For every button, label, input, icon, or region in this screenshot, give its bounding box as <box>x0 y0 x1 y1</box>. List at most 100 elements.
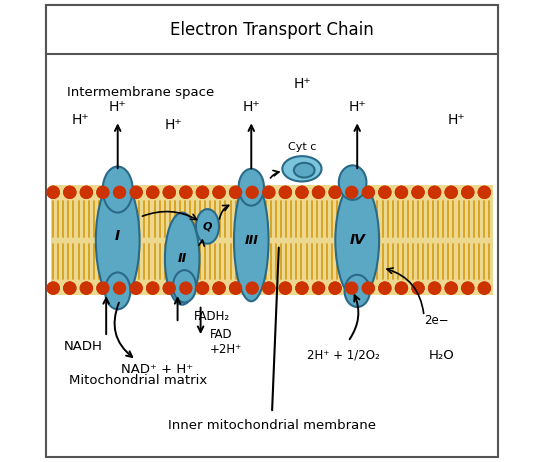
Circle shape <box>130 186 142 198</box>
Ellipse shape <box>173 270 196 303</box>
Text: III: III <box>244 234 258 247</box>
Circle shape <box>429 186 441 198</box>
Circle shape <box>81 282 92 294</box>
Circle shape <box>445 282 457 294</box>
Circle shape <box>296 282 308 294</box>
Text: H⁺: H⁺ <box>72 114 90 128</box>
Circle shape <box>429 282 441 294</box>
Circle shape <box>246 186 258 198</box>
Circle shape <box>263 186 275 198</box>
Circle shape <box>213 186 225 198</box>
Circle shape <box>462 186 474 198</box>
Circle shape <box>97 282 109 294</box>
Text: II: II <box>177 252 187 265</box>
Circle shape <box>478 186 490 198</box>
Text: Q: Q <box>203 221 212 231</box>
Circle shape <box>280 282 292 294</box>
Text: H⁺: H⁺ <box>447 114 465 128</box>
Circle shape <box>379 186 391 198</box>
Ellipse shape <box>96 178 140 303</box>
Circle shape <box>313 186 325 198</box>
Circle shape <box>412 282 424 294</box>
Circle shape <box>296 186 308 198</box>
Bar <box>51 185 493 296</box>
Text: Mitochondrial matrix: Mitochondrial matrix <box>69 374 208 387</box>
Circle shape <box>230 186 242 198</box>
Circle shape <box>163 186 175 198</box>
Circle shape <box>329 282 341 294</box>
Text: Inner mitochondrial membrane: Inner mitochondrial membrane <box>168 419 376 432</box>
Circle shape <box>345 186 357 198</box>
Circle shape <box>213 282 225 294</box>
Circle shape <box>412 186 424 198</box>
Circle shape <box>345 282 357 294</box>
Circle shape <box>263 282 275 294</box>
Circle shape <box>47 282 59 294</box>
Circle shape <box>230 282 242 294</box>
Circle shape <box>230 186 242 198</box>
Circle shape <box>395 282 407 294</box>
Circle shape <box>296 186 308 198</box>
Circle shape <box>412 282 424 294</box>
Circle shape <box>64 282 76 294</box>
Text: H⁺: H⁺ <box>164 118 182 132</box>
Circle shape <box>462 282 474 294</box>
Circle shape <box>180 186 192 198</box>
Circle shape <box>345 186 357 198</box>
Circle shape <box>147 282 159 294</box>
Circle shape <box>329 186 341 198</box>
Ellipse shape <box>239 169 264 206</box>
Circle shape <box>478 282 490 294</box>
Circle shape <box>130 282 142 294</box>
Circle shape <box>445 186 457 198</box>
Text: NADH: NADH <box>64 340 103 353</box>
Ellipse shape <box>294 163 314 177</box>
Ellipse shape <box>196 209 219 243</box>
Circle shape <box>263 186 275 198</box>
Circle shape <box>213 282 225 294</box>
Circle shape <box>362 282 374 294</box>
Circle shape <box>246 282 258 294</box>
Circle shape <box>196 282 208 294</box>
Text: H₂O: H₂O <box>429 349 454 362</box>
Circle shape <box>180 282 192 294</box>
Circle shape <box>313 282 325 294</box>
Circle shape <box>395 186 407 198</box>
Circle shape <box>97 186 109 198</box>
Ellipse shape <box>234 179 269 301</box>
Circle shape <box>429 282 441 294</box>
Circle shape <box>379 282 391 294</box>
Circle shape <box>296 282 308 294</box>
Text: Intermembrane space: Intermembrane space <box>67 86 214 99</box>
Circle shape <box>81 186 92 198</box>
Bar <box>46 5 498 54</box>
Text: H⁺: H⁺ <box>348 100 366 114</box>
Circle shape <box>395 186 407 198</box>
Circle shape <box>147 186 159 198</box>
Text: H⁺: H⁺ <box>109 100 127 114</box>
Circle shape <box>280 186 292 198</box>
Ellipse shape <box>282 156 322 182</box>
Circle shape <box>429 186 441 198</box>
Circle shape <box>263 282 275 294</box>
Text: H⁺: H⁺ <box>293 77 311 91</box>
Circle shape <box>445 282 457 294</box>
Circle shape <box>280 186 292 198</box>
Circle shape <box>462 282 474 294</box>
Circle shape <box>280 282 292 294</box>
Circle shape <box>246 186 258 198</box>
Ellipse shape <box>105 273 131 309</box>
Ellipse shape <box>344 275 370 307</box>
Circle shape <box>478 186 490 198</box>
Circle shape <box>147 282 159 294</box>
Text: Cyt c: Cyt c <box>288 142 316 152</box>
Text: NAD⁺ + H⁺: NAD⁺ + H⁺ <box>121 363 193 376</box>
Ellipse shape <box>339 165 367 200</box>
Text: FADH₂: FADH₂ <box>194 310 230 323</box>
Text: I: I <box>115 229 120 243</box>
Circle shape <box>114 282 126 294</box>
Text: 2H⁺ + 1/2O₂: 2H⁺ + 1/2O₂ <box>307 349 380 362</box>
Text: FAD
+2H⁺: FAD +2H⁺ <box>210 328 242 356</box>
Circle shape <box>147 186 159 198</box>
Text: 2e−: 2e− <box>424 314 449 327</box>
